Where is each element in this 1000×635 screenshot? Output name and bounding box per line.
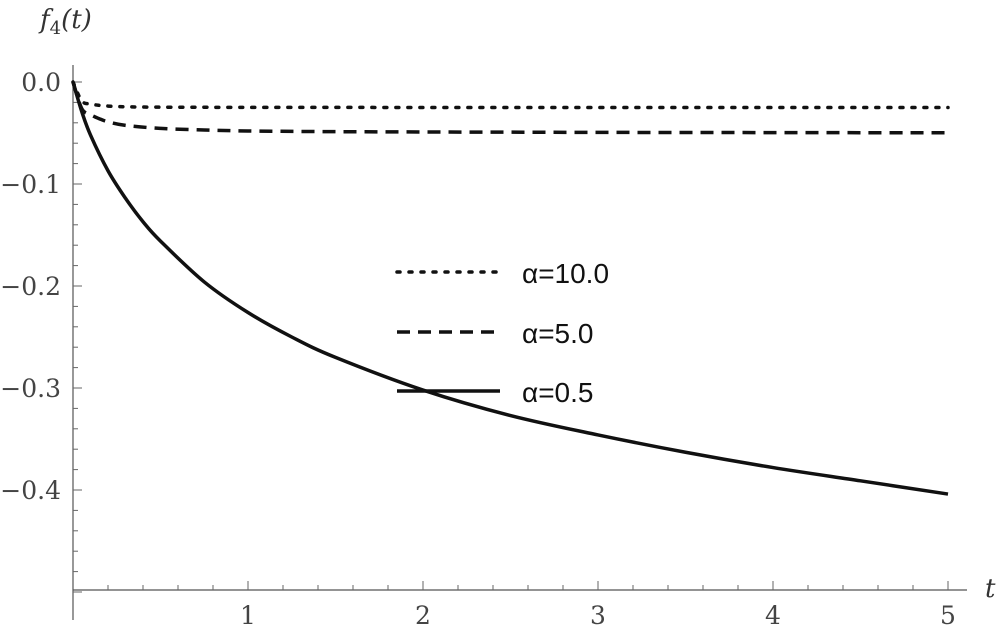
axes <box>72 65 967 620</box>
y-tick-label: −0.1 <box>0 170 61 199</box>
series-line-solid <box>71 81 949 496</box>
y-tick-label: −0.3 <box>0 374 61 403</box>
series-lines <box>71 80 950 496</box>
x-tick-label: 4 <box>765 601 781 630</box>
x-tick-label: 3 <box>590 601 606 630</box>
legend-label: α=0.5 <box>522 377 593 408</box>
x-tick-label: 2 <box>415 601 431 630</box>
legend-label: α=5.0 <box>522 318 593 349</box>
y-axis-title-tail: (t) <box>61 5 92 35</box>
y-axis-title-sub: 4 <box>50 18 61 39</box>
legend-label: α=10.0 <box>522 258 609 289</box>
x-axis-title: t <box>985 574 996 604</box>
legend: α=10.0 α=5.0 α=0.5 <box>395 258 609 408</box>
y-axis-title: f4(t) <box>38 5 92 39</box>
y-tick-label: −0.2 <box>0 272 61 301</box>
y-tick-label: 0.0 <box>21 68 61 97</box>
series-line-dotted <box>71 80 950 110</box>
series-line-dashed <box>71 81 949 135</box>
x-tick-label: 5 <box>940 601 956 630</box>
tick-labels: 1 2 3 4 5 0.0 −0.1 −0.2 −0.3 −0.4 <box>0 68 956 630</box>
y-tick-label: −0.4 <box>0 476 61 505</box>
tick-marks <box>73 81 949 593</box>
x-tick-label: 1 <box>240 601 256 630</box>
